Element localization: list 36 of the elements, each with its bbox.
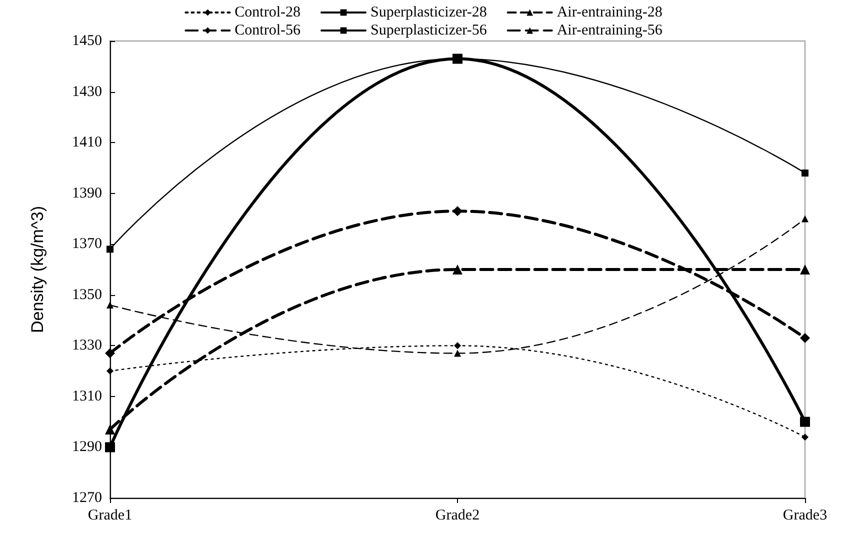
point bbox=[802, 434, 808, 441]
y-tick-label: 1330 bbox=[72, 338, 102, 354]
point bbox=[106, 368, 114, 375]
y-tick-label: 1270 bbox=[72, 490, 102, 506]
x-tick-label: Grade3 bbox=[782, 508, 828, 524]
y-tick-label: 1310 bbox=[72, 388, 102, 404]
y-tick-label: 1370 bbox=[72, 236, 102, 252]
legend-label: Superplasticizer-28 bbox=[370, 4, 487, 20]
y-tick-label: 1410 bbox=[72, 134, 102, 151]
y-axis-title: Density (kg/m^3) bbox=[28, 206, 47, 334]
y-tick-label: 1450 bbox=[72, 33, 102, 49]
y-tick-label: 1430 bbox=[72, 84, 102, 100]
y-tick-label: 1350 bbox=[72, 286, 102, 303]
point bbox=[800, 416, 810, 427]
legend-label: Control-56 bbox=[234, 22, 302, 38]
point bbox=[802, 215, 808, 222]
x-tick-label: Grade1 bbox=[88, 508, 132, 524]
legend-label: Control-28 bbox=[234, 4, 301, 20]
point bbox=[802, 170, 808, 177]
point bbox=[454, 350, 461, 357]
legend-label: Air-entraining-56 bbox=[556, 22, 663, 38]
x-tick-label: Grade2 bbox=[435, 508, 480, 524]
point bbox=[452, 206, 462, 216]
point bbox=[452, 264, 462, 274]
legend-label: Superplasticizer-56 bbox=[370, 22, 488, 38]
point bbox=[800, 333, 810, 344]
point bbox=[106, 302, 114, 309]
point bbox=[106, 246, 114, 253]
point bbox=[800, 264, 810, 274]
point bbox=[454, 342, 461, 350]
point bbox=[105, 348, 115, 358]
legend-label: Air-entraining-28 bbox=[556, 4, 662, 20]
y-tick-label: 1290 bbox=[72, 439, 102, 456]
point bbox=[105, 442, 115, 452]
y-tick-label: 1390 bbox=[72, 185, 102, 202]
point bbox=[105, 424, 115, 434]
